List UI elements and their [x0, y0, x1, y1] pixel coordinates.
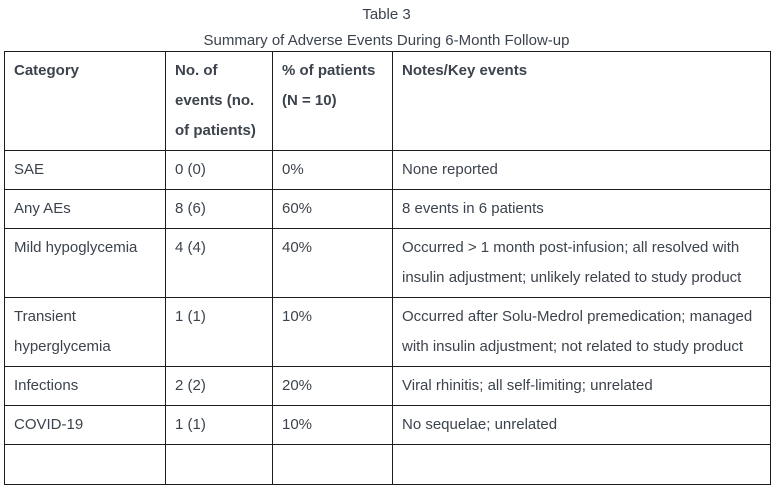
cell-percent: 20%	[272, 366, 393, 406]
cell-events: 2 (2)	[165, 366, 273, 406]
table-row: SAE 0 (0) 0% None reported	[4, 150, 771, 190]
col-header-category: Category	[4, 51, 166, 151]
cell-notes: 8 events in 6 patients	[392, 189, 771, 229]
cell-percent: 10%	[272, 405, 393, 445]
cell-events: 1 (1)	[165, 405, 273, 445]
cell-percent: 40%	[272, 228, 393, 298]
cell-events: 4 (4)	[165, 228, 273, 298]
col-header-notes: Notes/Key events	[392, 51, 771, 151]
cell-notes: Viral rhinitis; all self-limiting; unrel…	[392, 366, 771, 406]
cell-notes: Occurred after Solu-Medrol premedication…	[392, 297, 771, 367]
cell-events: 8 (6)	[165, 189, 273, 229]
adverse-events-table: Category No. of events (no. of patients)…	[4, 51, 771, 485]
table-row-cutoff	[4, 444, 771, 485]
cell-notes: Occurred > 1 month post-infusion; all re…	[392, 228, 771, 298]
table-row: Mild hypoglycemia 4 (4) 40% Occurred > 1…	[4, 228, 771, 298]
col-header-no-of-events: No. of events (no. of patients)	[165, 51, 273, 151]
table-row: Infections 2 (2) 20% Viral rhinitis; all…	[4, 366, 771, 406]
cell-percent	[272, 444, 393, 485]
cell-category: COVID-19	[4, 405, 166, 445]
cell-category: Transient hyperglycemia	[4, 297, 166, 367]
table-row: Transient hyperglycemia 1 (1) 10% Occurr…	[4, 297, 771, 367]
table-row: Any AEs 8 (6) 60% 8 events in 6 patients	[4, 189, 771, 229]
cell-category: Infections	[4, 366, 166, 406]
table-row: COVID-19 1 (1) 10% No sequelae; unrelate…	[4, 405, 771, 445]
cell-events: 0 (0)	[165, 150, 273, 190]
col-header-pct-of-patients: % of patients (N = 10)	[272, 51, 393, 151]
cell-percent: 0%	[272, 150, 393, 190]
cell-category: SAE	[4, 150, 166, 190]
cell-events: 1 (1)	[165, 297, 273, 367]
table-header-row: Category No. of events (no. of patients)…	[4, 51, 771, 151]
cell-events	[165, 444, 273, 485]
cell-category: Mild hypoglycemia	[4, 228, 166, 298]
cell-category	[4, 444, 166, 485]
cell-notes	[392, 444, 771, 485]
table-caption: Summary of Adverse Events During 6-Month…	[203, 32, 570, 49]
cell-percent: 10%	[272, 297, 393, 367]
cell-notes: None reported	[392, 150, 771, 190]
cell-category: Any AEs	[4, 189, 166, 229]
cell-notes: No sequelae; unrelated	[392, 405, 771, 445]
table-number-title: Table 3	[362, 6, 411, 23]
cell-percent: 60%	[272, 189, 393, 229]
